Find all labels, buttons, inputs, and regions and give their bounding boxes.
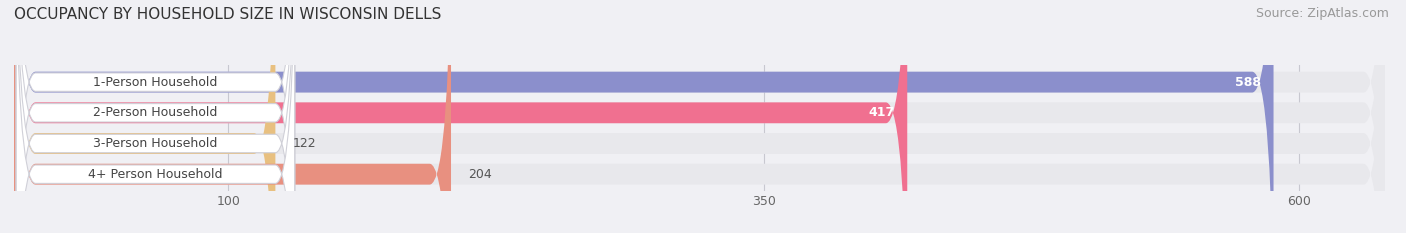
FancyBboxPatch shape <box>14 0 451 233</box>
Text: 122: 122 <box>292 137 316 150</box>
Text: 1-Person Household: 1-Person Household <box>93 76 218 89</box>
FancyBboxPatch shape <box>17 0 295 233</box>
Text: 588: 588 <box>1234 76 1261 89</box>
FancyBboxPatch shape <box>14 0 1274 233</box>
FancyBboxPatch shape <box>17 0 295 233</box>
FancyBboxPatch shape <box>14 0 1385 233</box>
Text: Source: ZipAtlas.com: Source: ZipAtlas.com <box>1256 7 1389 20</box>
FancyBboxPatch shape <box>14 0 1385 233</box>
FancyBboxPatch shape <box>14 0 1385 233</box>
Text: 417: 417 <box>868 106 894 119</box>
Text: 3-Person Household: 3-Person Household <box>93 137 218 150</box>
FancyBboxPatch shape <box>14 0 276 233</box>
FancyBboxPatch shape <box>14 0 907 233</box>
FancyBboxPatch shape <box>17 0 295 233</box>
Text: 204: 204 <box>468 168 492 181</box>
FancyBboxPatch shape <box>14 0 1385 233</box>
Text: 4+ Person Household: 4+ Person Household <box>89 168 222 181</box>
Text: OCCUPANCY BY HOUSEHOLD SIZE IN WISCONSIN DELLS: OCCUPANCY BY HOUSEHOLD SIZE IN WISCONSIN… <box>14 7 441 22</box>
Text: 2-Person Household: 2-Person Household <box>93 106 218 119</box>
FancyBboxPatch shape <box>17 0 295 233</box>
